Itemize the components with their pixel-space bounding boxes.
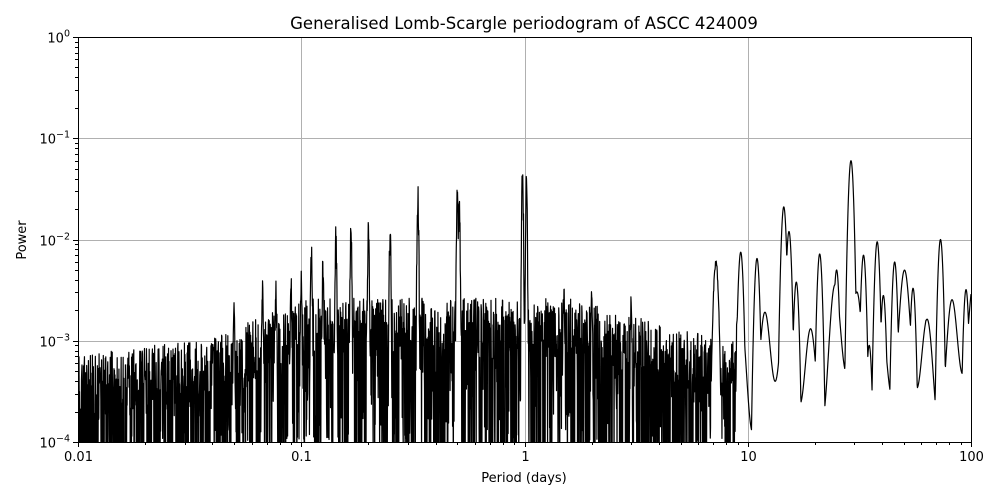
- y-tick-label: 10−3: [39, 333, 70, 351]
- power-curve: [78, 160, 971, 442]
- x-tick-label: 0.01: [64, 450, 93, 465]
- x-axis-label: Period (days): [481, 471, 567, 486]
- x-tick-label: 10: [740, 450, 757, 465]
- y-axis-label: Power: [15, 220, 30, 260]
- x-tick-label: 100: [959, 450, 984, 465]
- x-tick-label: 0.1: [291, 450, 312, 465]
- chart-title: Generalised Lomb-Scargle periodogram of …: [290, 14, 758, 33]
- grid-lines: [78, 37, 971, 442]
- y-tick-label: 10−4: [39, 434, 70, 452]
- y-tick-label: 100: [47, 29, 70, 47]
- y-tick-label: 10−2: [39, 232, 70, 250]
- y-tick-label: 10−1: [39, 130, 70, 148]
- y-axis: 100 10−1 10−2 10−3 10−4: [39, 29, 78, 452]
- x-axis: 0.01 0.1 1 10 100: [64, 442, 984, 465]
- x-tick-label: 1: [521, 450, 529, 465]
